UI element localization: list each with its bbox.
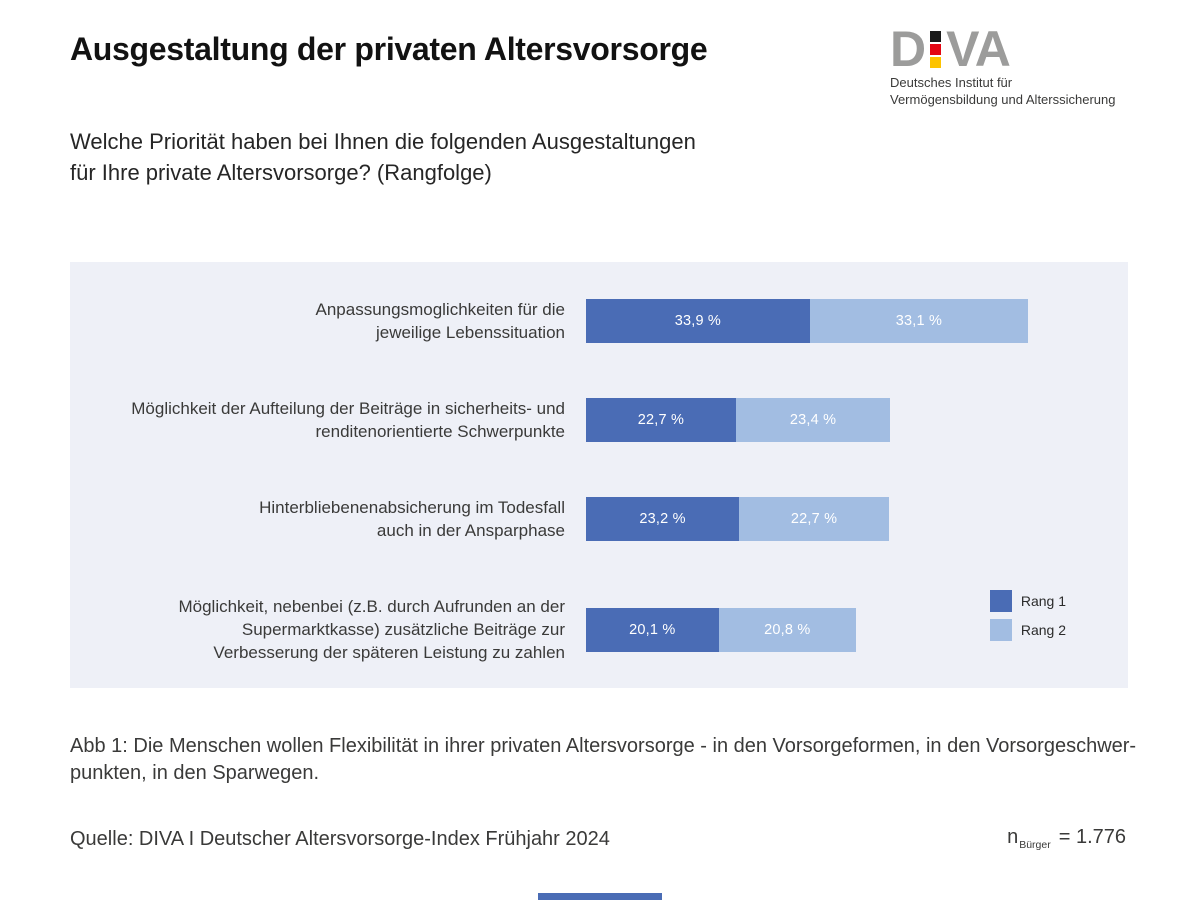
logo-tagline-line-2: Vermögensbildung und Alterssicherung — [890, 91, 1116, 107]
survey-question-line-1: Welche Priorität haben bei Ihnen die fol… — [70, 129, 696, 154]
chart-legend: Rang 1 Rang 2 — [989, 590, 1066, 641]
bar-value-label: 22,7 % — [790, 511, 838, 527]
bar-value-label: 23,2 % — [639, 511, 686, 527]
legend-swatch-rang2 — [989, 619, 1012, 641]
logo-letters-va: VA — [946, 21, 1011, 77]
german-flag-squares-icon — [930, 31, 942, 68]
bar-segment-rang2: 23,4 % — [735, 398, 891, 442]
sample-subscript: Bürger — [1019, 839, 1051, 851]
bar-value-label: 23,4 % — [789, 412, 837, 428]
sample-size: nBürger = 1.776 — [1007, 826, 1126, 851]
legend-item-rang1: Rang 1 — [989, 590, 1066, 612]
stacked-bar: 22,7 % 23,4 % — [586, 398, 891, 442]
legend-item-rang2: Rang 2 — [989, 619, 1066, 641]
page-title: Ausgestaltung der privaten Altersvorsorg… — [70, 31, 708, 67]
logo-tagline-line-1: Deutsches Institut für — [890, 75, 1013, 90]
bar-segment-rang1: 23,2 % — [586, 497, 740, 541]
diva-logo: D VA Deutsches Institut für Vermögensbil… — [890, 21, 1115, 108]
category-label: Möglichkeit, nebenbei (z.B. durch Aufrun… — [178, 597, 565, 662]
stacked-bar: 33,9 % 33,1 % — [586, 299, 1029, 343]
sample-value: = 1.776 — [1058, 826, 1126, 848]
bar-segment-rang1: 20,1 % — [586, 607, 719, 652]
chart-row: Hinterbliebenenabsicherung im Todesfall … — [70, 496, 1128, 542]
survey-question: Welche Priorität haben bei Ihnen die fol… — [70, 126, 696, 188]
bar-value-label: 20,8 % — [764, 621, 811, 638]
stacked-bar: 23,2 % 22,7 % — [586, 497, 889, 541]
bar-segment-rang1: 22,7 % — [586, 398, 736, 442]
source-line: Quelle: DIVA I Deutscher Altersvorsorge-… — [70, 828, 610, 850]
figure-caption-line-1: Abb 1: Die Menschen wollen Flexibilität … — [70, 735, 1137, 757]
legend-label-rang1: Rang 1 — [1020, 593, 1066, 609]
legend-label-rang2: Rang 2 — [1020, 622, 1066, 638]
bar-value-label: 22,7 % — [637, 412, 685, 428]
stacked-bar: 20,1 % 20,8 % — [586, 607, 856, 652]
bar-segment-rang1: 33,9 % — [586, 299, 810, 343]
survey-question-line-2: für Ihre private Altersvorsorge? (Rangfo… — [70, 160, 492, 185]
chart-row: Anpassungsmoglichkeiten für die jeweilig… — [70, 298, 1128, 344]
bar-segment-rang2: 33,1 % — [809, 299, 1029, 343]
bar-segment-rang2: 22,7 % — [739, 497, 889, 541]
bar-segment-rang2: 20,8 % — [718, 607, 856, 652]
flag-square-gold-icon — [930, 57, 942, 68]
figure-caption: Abb 1: Die Menschen wollen Flexibilität … — [70, 733, 1136, 787]
bar-value-label: 33,9 % — [674, 313, 722, 329]
chart-row: Möglichkeit der Aufteilung der Beiträge … — [70, 397, 1128, 443]
figure-caption-line-2: punkten, in den Sparwegen. — [70, 762, 320, 784]
sample-symbol: n — [1007, 826, 1019, 848]
chart-row: Möglichkeit, nebenbei (z.B. durch Aufrun… — [70, 595, 1128, 664]
bar-value-label: 20,1 % — [629, 621, 676, 638]
bottom-accent-bar — [538, 893, 662, 900]
logo-tagline: Deutsches Institut für Vermögensbildung … — [890, 75, 1115, 108]
chart-panel: Anpassungsmoglichkeiten für die jeweilig… — [70, 262, 1128, 688]
logo-letter-d: D — [890, 21, 926, 77]
flag-square-red-icon — [930, 44, 942, 55]
category-label: Hinterbliebenenabsicherung im Todesfall … — [259, 498, 565, 540]
bar-value-label: 33,1 % — [895, 313, 943, 329]
category-label: Anpassungsmoglichkeiten für die jeweilig… — [315, 300, 565, 342]
category-label: Möglichkeit der Aufteilung der Beiträge … — [131, 399, 565, 441]
flag-square-black-icon — [930, 31, 942, 42]
diva-logo-wordmark: D VA — [890, 21, 1115, 77]
legend-swatch-rang1 — [989, 590, 1012, 612]
